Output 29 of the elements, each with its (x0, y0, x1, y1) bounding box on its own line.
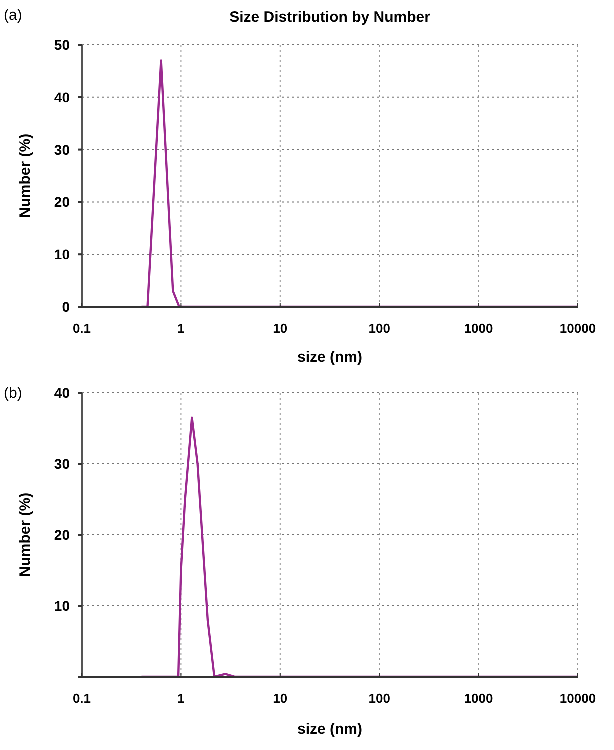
x-tick-label: 0.1 (72, 321, 92, 336)
x-tick-label: 1000 (464, 321, 494, 336)
y-axis-title: Number (%) (17, 134, 34, 218)
y-tick-label: 10 (54, 246, 70, 263)
y-tick-label: 50 (54, 37, 70, 53)
x-tick-label: 1 (178, 321, 185, 336)
x-tick-label: 10000 (560, 691, 596, 706)
x-tick-label: 10000 (560, 321, 596, 336)
x-axis-title: size (nm) (297, 349, 363, 366)
y-tick-label: 0 (62, 299, 70, 315)
y-tick-label: 30 (54, 142, 70, 158)
y-tick-label: 40 (54, 89, 70, 106)
x-tick-label: 10 (273, 691, 288, 706)
y-axis-title: Number (%) (17, 492, 34, 578)
text: (b) (4, 385, 22, 402)
x-tick-label: 0.1 (72, 691, 92, 706)
x-axis-title: size (nm) (297, 721, 363, 738)
chart-title: Size Distribution by Number (230, 9, 431, 26)
x-tick-label: 100 (368, 321, 390, 336)
text: (a) (4, 7, 22, 24)
y-tick-label: 30 (54, 456, 70, 472)
y-tick-label: 10 (54, 598, 70, 614)
x-tick-label: 1 (178, 691, 185, 706)
y-tick-label: 20 (54, 527, 70, 543)
y-tick-label: 20 (54, 194, 70, 210)
y-tick-label: 40 (54, 385, 70, 401)
x-tick-label: 1000 (464, 691, 494, 706)
x-tick-label: 10 (273, 321, 288, 336)
x-tick-label: 100 (368, 691, 390, 706)
